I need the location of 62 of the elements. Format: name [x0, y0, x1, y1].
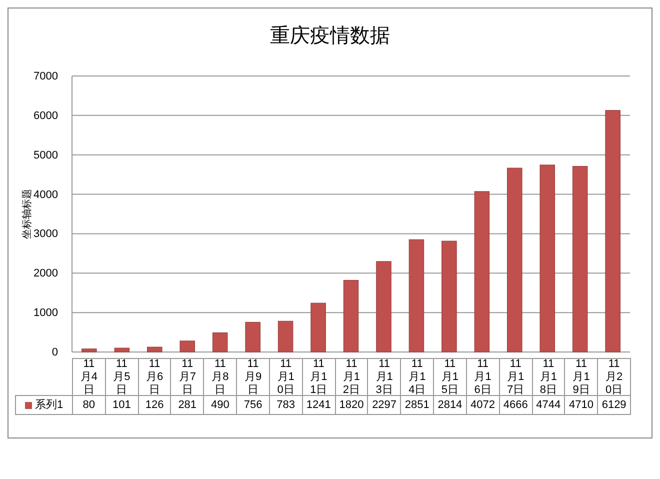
x-tick-label: 11月16日 [466, 358, 500, 396]
y-tick-label: 4000 [34, 188, 58, 201]
x-tick-label: 11月14日 [400, 358, 434, 396]
y-tick-label: 7000 [34, 70, 58, 83]
data-label: 101 [104, 395, 139, 415]
x-tick-label: 11月17日 [498, 358, 533, 396]
bar [376, 261, 392, 352]
x-tick-label: 11月10日 [268, 358, 303, 396]
x-tick-label: 11月6日 [138, 358, 172, 396]
bar [180, 340, 195, 352]
x-tick-label: 11月18日 [532, 358, 566, 396]
data-label: 2814 [433, 395, 467, 415]
bar [605, 110, 620, 352]
x-tick-label: 11月7日 [170, 358, 204, 396]
bar [212, 332, 228, 352]
data-label: 126 [138, 395, 172, 415]
bar [82, 348, 97, 352]
x-tick-label: 11月19日 [564, 358, 598, 396]
x-tick-label: 11月15日 [433, 358, 467, 396]
data-label: 490 [203, 395, 238, 415]
data-label: 6129 [597, 395, 631, 415]
legend-label: 系列1 [34, 398, 64, 412]
data-label: 783 [268, 395, 303, 415]
bar [572, 166, 588, 352]
data-label: 756 [236, 395, 270, 415]
chart-title: 重庆疫情数据 [270, 23, 390, 47]
data-label: 2851 [400, 395, 434, 415]
bar [310, 302, 326, 352]
y-tick-label: 2000 [34, 268, 58, 280]
data-label: 4710 [564, 395, 598, 415]
data-label: 4666 [498, 395, 533, 415]
bar [507, 168, 522, 352]
bar [147, 346, 162, 352]
bar [278, 320, 294, 352]
data-label: 1241 [302, 395, 336, 415]
y-tick-label: 3000 [34, 228, 58, 240]
x-tick-label: 11月4日 [72, 358, 106, 396]
data-label: 80 [72, 395, 106, 415]
x-tick-label: 11月12日 [334, 358, 368, 396]
data-label: 4072 [466, 395, 500, 415]
x-tick-label: 11月20日 [597, 358, 631, 396]
y-tick-label: 5000 [34, 149, 58, 162]
x-tick-label: 11月8日 [203, 358, 238, 396]
data-label: 1820 [334, 395, 368, 415]
x-tick-label: 11月13日 [367, 358, 402, 396]
bar [245, 322, 260, 352]
bar [442, 240, 457, 352]
bar [474, 191, 490, 352]
bar [408, 239, 424, 352]
bar [540, 164, 555, 352]
data-label: 2297 [367, 395, 402, 415]
bar [114, 348, 130, 352]
y-tick-label: 1000 [34, 307, 58, 320]
data-label: 281 [170, 395, 204, 415]
data-label: 4744 [532, 395, 566, 415]
y-tick-label: 6000 [34, 110, 58, 122]
x-tick-label: 11月11日 [302, 358, 336, 396]
x-tick-label: 11月9日 [236, 358, 270, 396]
bar [343, 280, 359, 352]
y-tick-label: 0 [52, 346, 58, 359]
x-tick-label: 11月5日 [104, 358, 139, 396]
y-axis-title: 坐标轴标题 [21, 189, 33, 239]
